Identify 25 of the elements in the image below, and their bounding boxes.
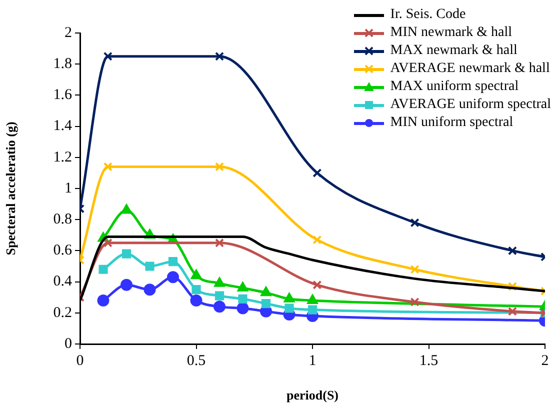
- x-axis-title: period(S): [286, 388, 338, 403]
- y-tick-label: 1.8: [53, 56, 72, 72]
- y-tick-label: 0.2: [53, 304, 72, 321]
- y-tick-label: 1: [64, 180, 72, 196]
- legend-label: AVERAGE uniform spectral: [390, 96, 551, 114]
- legend-label: MAX newmark & hall: [390, 42, 518, 60]
- legend-label: MIN newmark & hall: [390, 24, 512, 42]
- y-tick-label: 1.6: [53, 87, 72, 104]
- y-tick-label: 1.2: [53, 149, 72, 166]
- y-axis-title: Specteral acceleratio (g): [3, 122, 18, 256]
- legend-label: AVERAGE newmark & hall: [390, 60, 550, 78]
- legend-label: MIN uniform spectral: [390, 114, 514, 132]
- y-tick-label: 0.6: [53, 242, 72, 259]
- x-tick-label: 2: [541, 352, 549, 369]
- legend-label: Ir. Seis. Code: [390, 6, 466, 24]
- x-tick-label: 1: [308, 352, 316, 369]
- y-tick-label: 0: [64, 336, 72, 352]
- y-tick-label: 2: [64, 24, 72, 41]
- y-tick-label: 1.4: [53, 118, 72, 134]
- y-tick-label: 0.4: [53, 274, 72, 290]
- legend-label: MAX uniform spectral: [390, 78, 519, 96]
- y-tick-label: 0.8: [53, 212, 72, 228]
- x-tick-label: 0: [76, 352, 84, 369]
- x-tick-label: 1.5: [419, 352, 438, 369]
- x-tick-label: 0.5: [186, 352, 206, 369]
